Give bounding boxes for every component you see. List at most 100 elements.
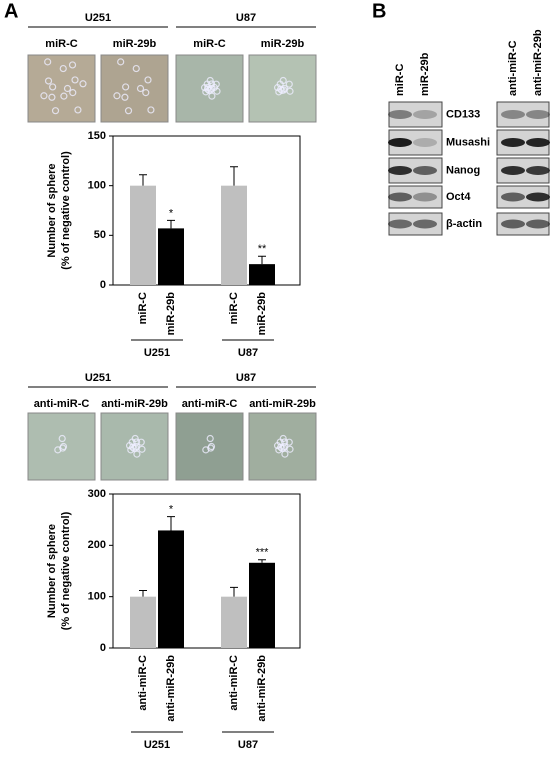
- error-bar: [258, 559, 266, 563]
- blot-band: [388, 166, 412, 175]
- blot-row-label: Oct4: [446, 191, 471, 203]
- image-label: anti-miR-C: [182, 398, 238, 410]
- sphere: [277, 85, 285, 93]
- blot-row-label: Musashi: [446, 136, 490, 148]
- sphere: [122, 83, 130, 91]
- group-header: U87: [236, 12, 256, 24]
- significance: ***: [256, 547, 270, 559]
- error-bar: [230, 586, 238, 597]
- blot-band: [501, 110, 525, 119]
- error-bar: [258, 255, 266, 265]
- blot-band: [501, 219, 525, 229]
- y-axis-label: Number of sphere: [46, 524, 58, 618]
- error-bar: [167, 516, 175, 531]
- image-label: miR-29b: [113, 38, 157, 50]
- bar: [130, 185, 156, 285]
- image-label: miR-C: [193, 38, 225, 50]
- sphere: [278, 444, 286, 453]
- sphere: [63, 84, 72, 93]
- group-header: U251: [85, 372, 111, 384]
- error-bar: [139, 174, 147, 186]
- group-label: U251: [144, 347, 170, 359]
- significance: **: [258, 243, 267, 255]
- plot-frame: [112, 493, 301, 649]
- sphere: [210, 83, 218, 92]
- sphere: [138, 445, 146, 453]
- sphere: [69, 89, 77, 97]
- blot-band: [501, 192, 525, 202]
- sphere: [204, 83, 212, 92]
- x-tick-label: anti-miR-C: [228, 655, 240, 711]
- sphere: [277, 443, 285, 451]
- sphere: [144, 76, 152, 84]
- blot-row-label: Nanog: [446, 164, 480, 176]
- blot-band: [413, 110, 437, 119]
- error-bar: [167, 219, 175, 229]
- panel-label: A: [4, 0, 18, 22]
- sphere: [286, 445, 294, 453]
- sphere: [132, 64, 140, 73]
- sphere: [117, 58, 125, 66]
- image-label: anti-miR-29b: [249, 398, 316, 410]
- blot-band: [388, 219, 412, 229]
- image-label: miR-C: [45, 38, 77, 50]
- blot-column-label: anti-miR-C: [507, 40, 519, 96]
- microscopy-image: [248, 54, 317, 123]
- plot-frame: [112, 135, 301, 286]
- blot-strip: [496, 101, 550, 128]
- y-tick-label: 300: [88, 488, 106, 500]
- sphere: [124, 107, 133, 115]
- sphere: [137, 438, 145, 446]
- sphere: [113, 92, 121, 100]
- sphere: [147, 106, 155, 114]
- sphere: [58, 434, 66, 443]
- x-tick-label: anti-miR-29b: [165, 655, 177, 722]
- sphere: [281, 438, 289, 446]
- x-tick-label: miR-29b: [165, 292, 177, 336]
- bar: [158, 530, 184, 648]
- sphere: [74, 106, 82, 114]
- y-tick-label: 100: [88, 180, 106, 192]
- image-label: anti-miR-29b: [101, 398, 168, 410]
- error-bar: [230, 166, 238, 186]
- sphere: [40, 92, 48, 100]
- blot-column-label: miR-C: [394, 64, 406, 96]
- group-header: U87: [236, 372, 256, 384]
- sphere: [44, 77, 53, 85]
- bar: [158, 228, 184, 285]
- microscopy-image: [248, 412, 317, 481]
- sphere: [59, 64, 67, 73]
- microscopy-image: [100, 412, 169, 481]
- sphere: [203, 80, 211, 88]
- image-label: anti-miR-C: [34, 398, 90, 410]
- x-tick-label: anti-miR-29b: [256, 655, 268, 722]
- y-tick-label: 0: [100, 642, 106, 654]
- y-tick-label: 0: [100, 279, 106, 291]
- group-label: U87: [238, 739, 258, 751]
- sphere: [276, 438, 284, 446]
- sphere: [133, 438, 141, 446]
- sphere: [130, 444, 138, 453]
- significance: *: [169, 503, 174, 515]
- sphere: [276, 80, 284, 88]
- sphere: [48, 93, 56, 101]
- sphere: [207, 444, 215, 452]
- blot-band: [526, 110, 550, 119]
- microscopy-image: [175, 54, 244, 123]
- sphere: [71, 76, 79, 84]
- x-tick-label: anti-miR-C: [137, 655, 149, 711]
- sphere: [208, 92, 216, 100]
- sphere: [142, 89, 150, 97]
- blot-column-label: anti-miR-29b: [532, 29, 544, 96]
- x-tick-label: miR-29b: [256, 292, 268, 336]
- sphere: [136, 84, 145, 93]
- sphere: [129, 443, 137, 451]
- sphere: [128, 438, 136, 446]
- panel-label: B: [372, 0, 386, 22]
- sphere: [285, 80, 293, 88]
- significance: *: [169, 207, 174, 219]
- bar: [130, 596, 156, 648]
- blot-band: [413, 138, 437, 147]
- sphere: [60, 92, 68, 100]
